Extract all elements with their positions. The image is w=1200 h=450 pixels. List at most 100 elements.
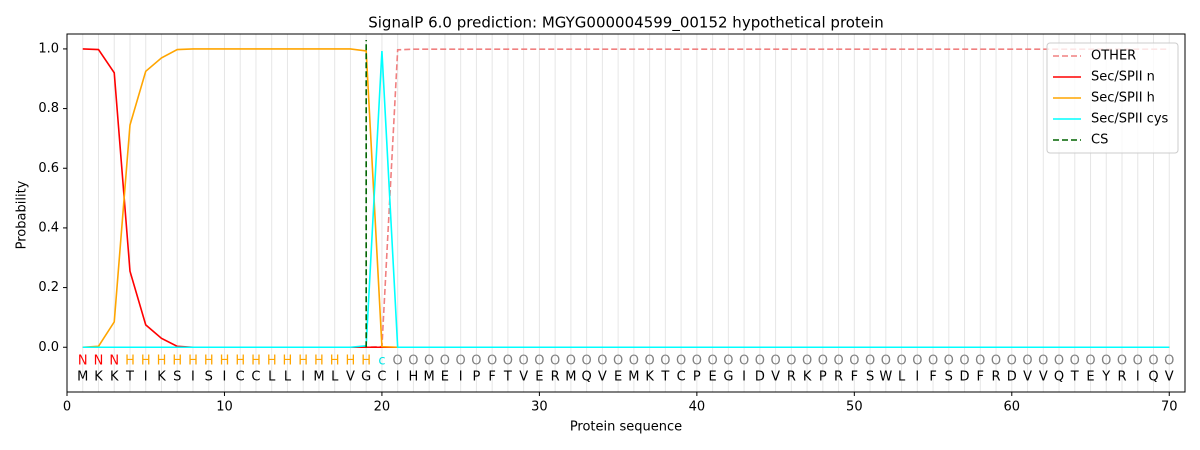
x-tick-label: 30 — [531, 400, 548, 415]
region-label: O — [597, 354, 607, 369]
y-tick-label: 0.8 — [38, 101, 59, 116]
region-label: O — [833, 354, 843, 369]
residue-label: S — [945, 370, 953, 385]
residue-label: C — [236, 370, 245, 385]
residue-label: H — [409, 370, 419, 385]
region-label: O — [1022, 354, 1032, 369]
x-tick-label: 60 — [1004, 400, 1021, 415]
residue-label: F — [977, 370, 984, 385]
region-label: O — [1070, 354, 1080, 369]
residue-label: D — [755, 370, 765, 385]
residue-label: F — [929, 370, 936, 385]
region-label: O — [959, 354, 969, 369]
region-label: O — [723, 354, 733, 369]
residue-label: I — [144, 370, 148, 385]
residue-label: L — [898, 370, 906, 385]
residue-label: I — [742, 370, 746, 385]
region-label: O — [865, 354, 875, 369]
residue-label: Q — [1054, 370, 1064, 385]
region-label: O — [629, 354, 639, 369]
residue-label: E — [1086, 370, 1094, 385]
residue-label: F — [851, 370, 858, 385]
residue-label: T — [660, 370, 669, 385]
residue-label: C — [251, 370, 260, 385]
residue-label: T — [1070, 370, 1079, 385]
region-label: H — [361, 354, 371, 369]
region-label: O — [739, 354, 749, 369]
residue-label: W — [879, 370, 892, 385]
residue-label: M — [565, 370, 576, 385]
region-label: O — [991, 354, 1001, 369]
y-tick-label: 0.0 — [38, 340, 59, 355]
legend-label: Sec/SPII cys — [1091, 112, 1169, 127]
residue-label: V — [346, 370, 355, 385]
region-label: O — [1054, 354, 1064, 369]
region-label: O — [692, 354, 702, 369]
residue-label: E — [441, 370, 449, 385]
residue-label: K — [803, 370, 812, 385]
region-label: O — [1038, 354, 1048, 369]
residue-label: S — [205, 370, 213, 385]
residue-label: L — [331, 370, 339, 385]
residue-label: K — [94, 370, 103, 385]
region-label: O — [566, 354, 576, 369]
residue-label: R — [551, 370, 560, 385]
legend-label: Sec/SPII h — [1091, 91, 1155, 106]
residue-label: I — [459, 370, 463, 385]
x-axis-label: Protein sequence — [570, 420, 682, 435]
region-label: O — [802, 354, 812, 369]
residue-label: K — [157, 370, 166, 385]
residue-label: G — [723, 370, 733, 385]
region-label: O — [770, 354, 780, 369]
residue-label: K — [645, 370, 654, 385]
region-label: H — [267, 354, 277, 369]
residue-label: C — [677, 370, 686, 385]
residue-label: L — [268, 370, 276, 385]
legend-label: CS — [1091, 133, 1108, 148]
region-label: O — [440, 354, 450, 369]
residue-label: R — [992, 370, 1001, 385]
region-label: O — [928, 354, 938, 369]
residue-label: V — [1039, 370, 1048, 385]
region-label: H — [346, 354, 356, 369]
residue-label: T — [503, 370, 512, 385]
region-label: O — [1117, 354, 1127, 369]
residue-label: E — [708, 370, 716, 385]
region-label: H — [157, 354, 167, 369]
residue-label: M — [628, 370, 639, 385]
residue-label: R — [1117, 370, 1126, 385]
x-tick-label: 10 — [216, 400, 233, 415]
y-axis-label: Probability — [15, 180, 30, 249]
region-label: c — [378, 354, 385, 369]
region-label: O — [582, 354, 592, 369]
residue-label: V — [519, 370, 528, 385]
region-label: O — [707, 354, 717, 369]
region-label: O — [1164, 354, 1174, 369]
region-label: O — [676, 354, 686, 369]
legend-label: Sec/SPII n — [1091, 70, 1155, 85]
residue-label: I — [223, 370, 227, 385]
region-label: O — [818, 354, 828, 369]
residue-label: P — [472, 370, 480, 385]
x-tick-label: 50 — [846, 400, 863, 415]
region-label: O — [786, 354, 796, 369]
residue-label: D — [1007, 370, 1017, 385]
axes-frame — [66, 33, 1186, 393]
region-label: H — [220, 354, 230, 369]
x-tick-label: 20 — [374, 400, 391, 415]
residue-label: S — [866, 370, 874, 385]
series-line — [82, 50, 1170, 349]
region-label: H — [283, 354, 293, 369]
region-label: O — [393, 354, 403, 369]
residue-label: I — [915, 370, 919, 385]
region-label: O — [1133, 354, 1143, 369]
residue-label: D — [960, 370, 970, 385]
y-tick-label: 0.2 — [38, 280, 59, 295]
region-label: N — [109, 354, 119, 369]
region-label: O — [881, 354, 891, 369]
region-label: O — [534, 354, 544, 369]
region-label: O — [660, 354, 670, 369]
region-label: O — [408, 354, 418, 369]
residue-label: V — [771, 370, 780, 385]
residue-label: I — [301, 370, 305, 385]
